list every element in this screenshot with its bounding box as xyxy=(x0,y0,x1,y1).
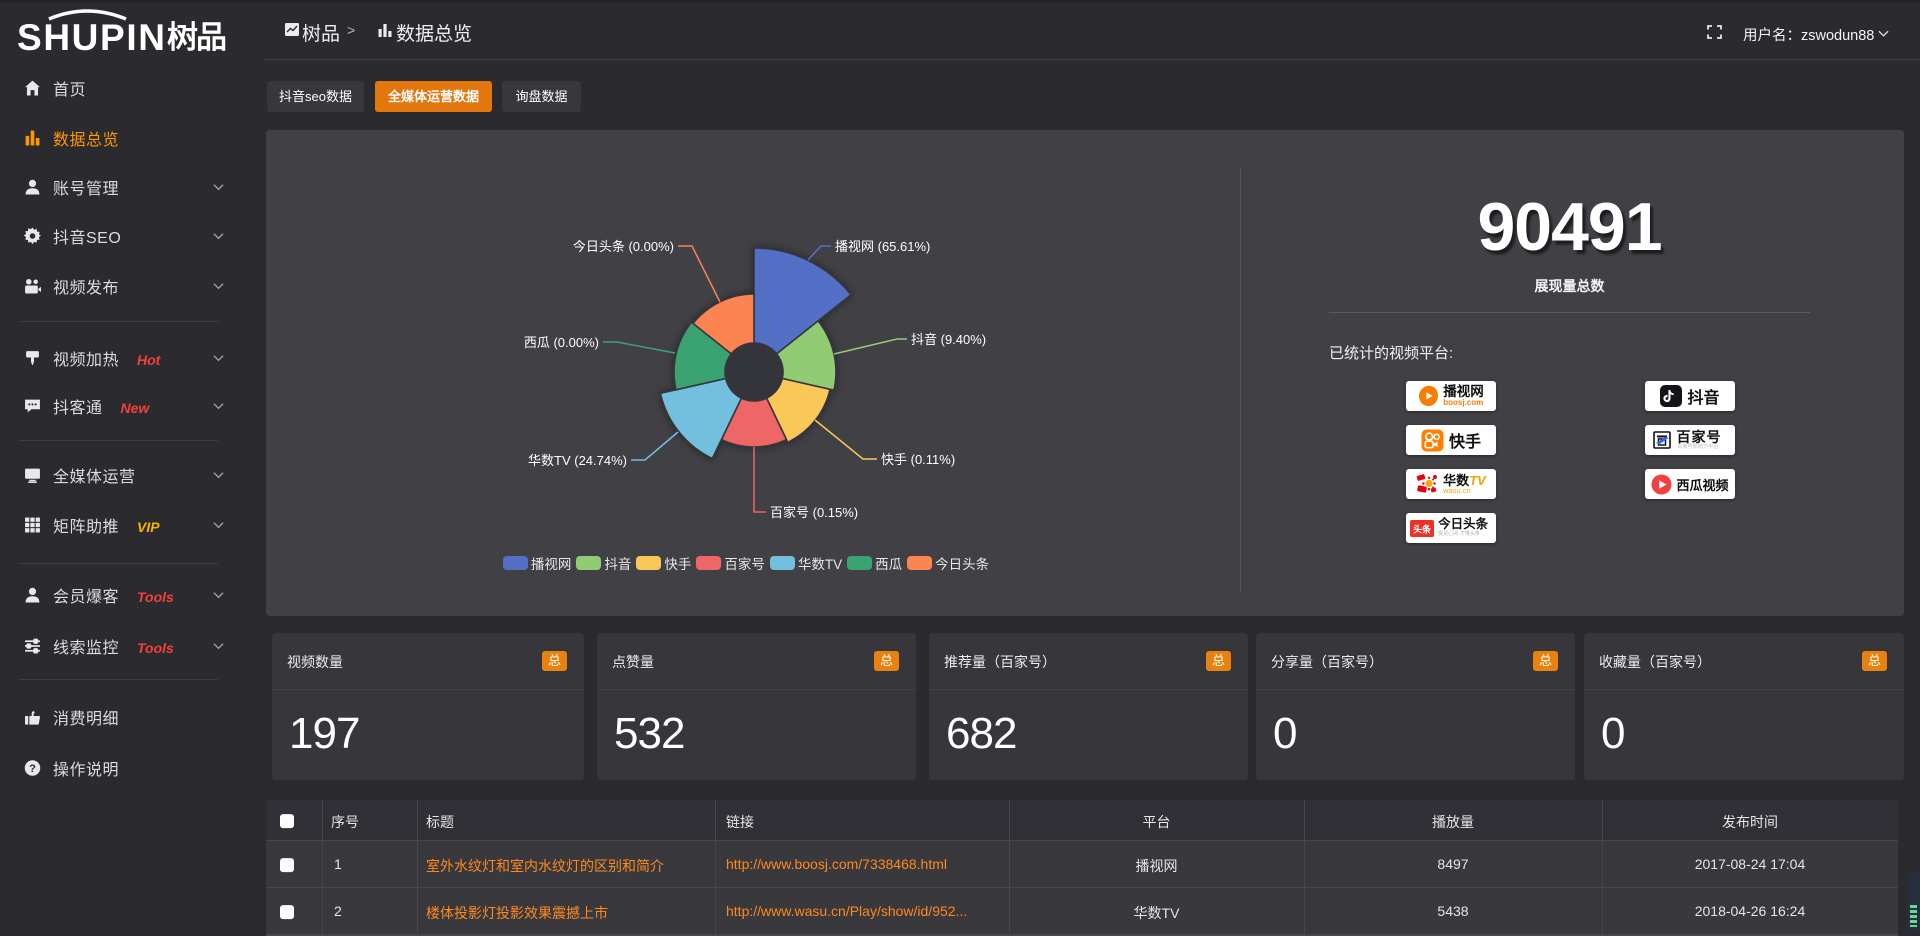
svg-text:西瓜 (0.00%): 西瓜 (0.00%) xyxy=(524,335,599,350)
svg-text:播视网 (65.61%): 播视网 (65.61%) xyxy=(835,239,930,254)
svg-text:树品: 树品 xyxy=(167,20,227,55)
svg-text:今日头条 (0.00%): 今日头条 (0.00%) xyxy=(573,239,674,254)
svg-text:抖音 (9.40%): 抖音 (9.40%) xyxy=(911,332,986,347)
svg-text:华数TV (24.74%): 华数TV (24.74%) xyxy=(528,453,627,468)
svg-text:百家号 (0.15%): 百家号 (0.15%) xyxy=(770,505,858,520)
svg-text:SHUPIN: SHUPIN xyxy=(17,17,164,58)
svg-text:?: ? xyxy=(29,763,36,775)
svg-text:快手 (0.11%): 快手 (0.11%) xyxy=(881,452,955,467)
svg-text:头条: 头条 xyxy=(1413,523,1432,534)
